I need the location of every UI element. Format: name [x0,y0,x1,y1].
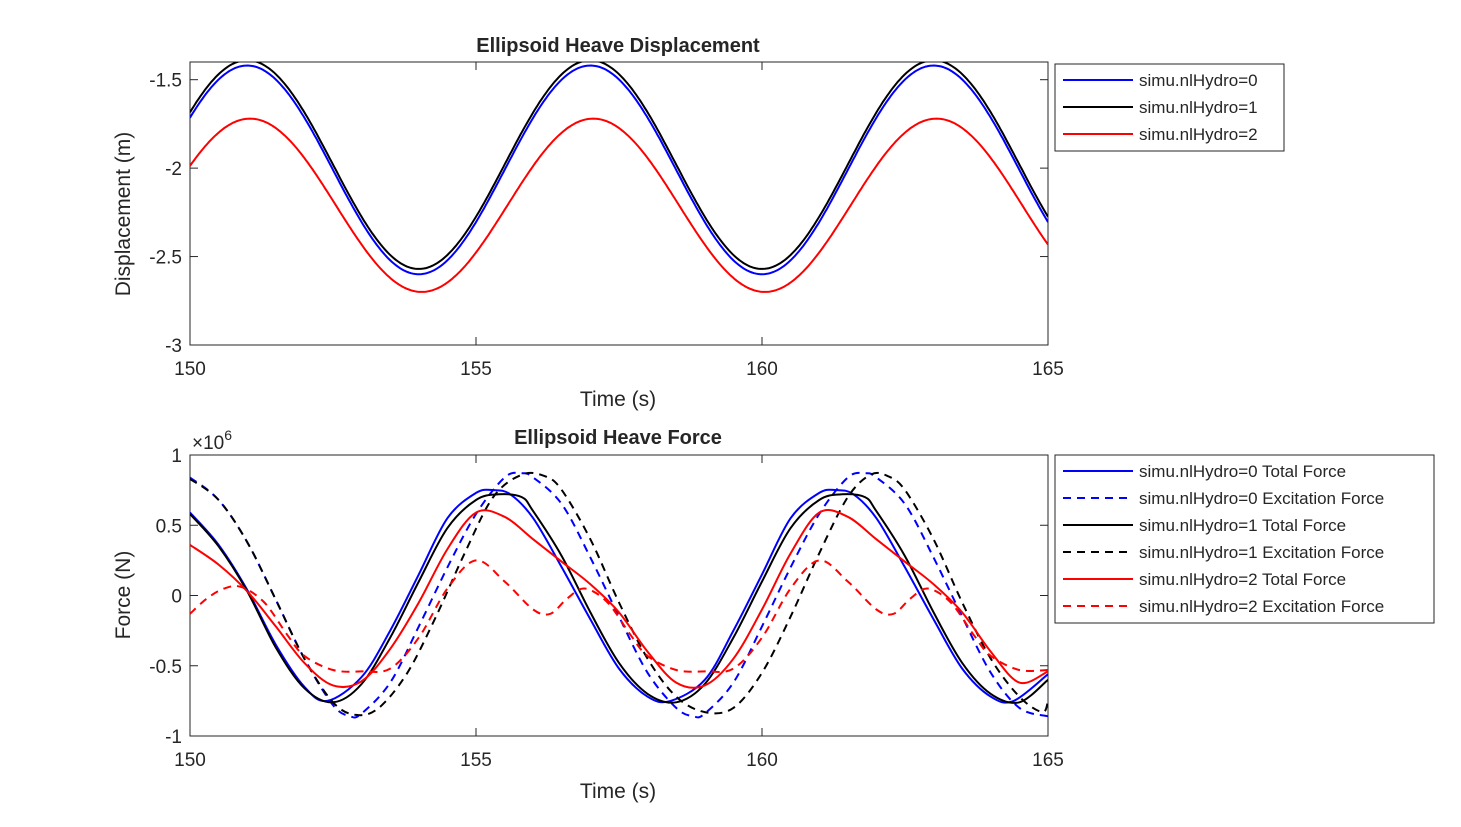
force-y-multiplier-exponent: 6 [224,427,232,443]
legend-box [1054,454,1435,624]
x-tick-label: 165 [1032,359,1064,380]
y-tick-label: -2.5 [149,248,182,269]
y-tick-label: -2 [165,159,182,180]
series-line-5 [190,559,1048,673]
force-chart: Ellipsoid Heave Force ×106 150 155 160 165-… [112,427,1435,803]
series-line-0 [190,64,1048,276]
y-tick-label: -0.5 [149,657,182,678]
force-y-multiplier-base: ×10 [192,433,224,454]
force-chart-title: Ellipsoid Heave Force [514,427,722,449]
plot-frame [189,61,1049,346]
series-group [190,62,1048,293]
legend-entry-label: simu.nlHydro=0 Excitation Force [1139,489,1384,508]
legend-entry-label: simu.nlHydro=0 Total Force [1139,462,1346,481]
x-tick-label: 155 [460,359,492,380]
legend-entry-label: simu.nlHydro=2 Excitation Force [1139,597,1384,616]
series-line-3 [190,471,1048,717]
x-tick-label: 165 [1032,750,1064,771]
legend-entry-label: simu.nlHydro=1 [1139,98,1258,117]
force-plot-area: 150 155 160 165 -1 -0.5 0 0.5 1 [149,446,1064,771]
displacement-plot-area: 150 155 160 165 -3 -2.5 -2 -1.5 [149,61,1064,380]
plot-frame [189,454,1049,737]
legend-entry-label: simu.nlHydro=1 Total Force [1139,516,1346,535]
displacement-y-axis-label: Displacement (m) [112,132,135,297]
series-line-4 [190,509,1048,689]
series-line-1 [190,62,1048,270]
y-tick-label: -1.5 [149,71,182,92]
force-x-axis-label: Time (s) [580,780,656,803]
y-tick-label: 1 [171,446,182,467]
x-tick-label: 155 [460,750,492,771]
force-legend: simu.nlHydro=0 Total Force simu.nlHydro=0… [1054,454,1435,624]
y-tick-label: 0.5 [156,516,182,537]
displacement-legend: simu.nlHydro=0 simu.nlHydro=1 simu.nlHydro… [1054,63,1285,152]
legend-entry-label: simu.nlHydro=1 Excitation Force [1139,543,1384,562]
x-tick-label: 150 [174,750,206,771]
y-tick-label: 0 [171,587,182,608]
series-line-0 [190,488,1048,704]
y-tick-label: -3 [165,336,182,357]
series-line-2 [190,493,1048,704]
force-y-multiplier: ×106 [192,427,232,454]
force-y-axis-label: Force (N) [112,551,135,640]
x-tick-label: 150 [174,359,206,380]
y-tick-label: -1 [165,727,182,748]
legend-entry-label: simu.nlHydro=2 [1139,125,1258,144]
x-tick-label: 160 [746,750,778,771]
x-tick-label: 160 [746,359,778,380]
displacement-chart: Ellipsoid Heave Displacement 150 155 160 16… [112,35,1285,411]
series-line-2 [190,117,1048,293]
displacement-chart-title: Ellipsoid Heave Displacement [476,35,760,57]
legend-entry-label: simu.nlHydro=0 [1139,71,1258,90]
series-group [190,471,1048,719]
series-line-1 [190,471,1048,719]
legend-entry-label: simu.nlHydro=2 Total Force [1139,570,1346,589]
displacement-x-axis-label: Time (s) [580,388,656,411]
